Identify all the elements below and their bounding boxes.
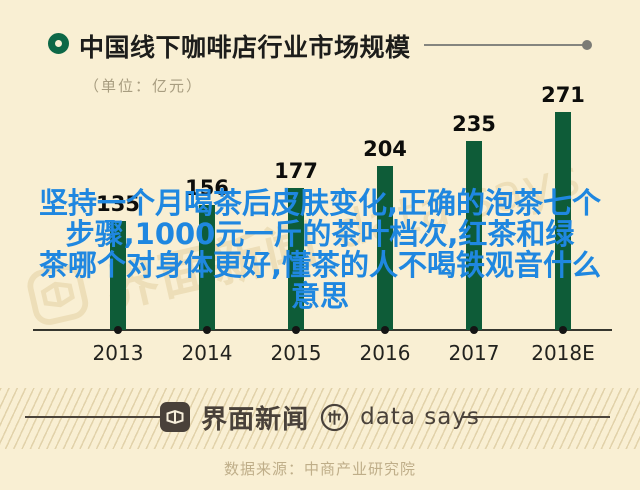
footer-left-rule: [25, 416, 175, 418]
axis-dot-icon: [292, 326, 300, 334]
jiemian-logo-icon: [160, 402, 191, 432]
overlay-line-2: 步骤,1000元一斤的茶叶档次,红茶和绿: [65, 217, 575, 251]
bar-value-label: 204: [363, 137, 407, 161]
bar-2014: [199, 205, 215, 330]
bar-value-label: 156: [185, 176, 229, 200]
page-title: 中国线下咖啡店行业市场规模: [79, 33, 411, 62]
unit-label: （单位：亿元）: [84, 77, 204, 95]
bar-value-label: 135: [96, 192, 140, 216]
data-source-text: 数据来源：中商产业研究院: [223, 460, 416, 478]
x-axis-tick-label: 2018E: [531, 341, 595, 365]
axis-dot-icon: [559, 326, 567, 334]
bar-2017: [466, 141, 482, 330]
axis-dot-icon: [381, 326, 389, 334]
bar-value-label: 177: [274, 159, 318, 183]
overlay-caption: 坚持一个月喝茶后皮肤变化,正确的泡茶七个 步骤,1000元一斤的茶叶档次,红茶和…: [0, 188, 640, 312]
data-says-logo-icon: [320, 403, 349, 432]
x-axis-tick-label: 2014: [181, 341, 233, 365]
overlay-line-1: 坚持一个月喝茶后皮肤变化,正确的泡茶七个: [38, 186, 602, 220]
axis-dot-icon: [114, 326, 122, 334]
title-rule-line: [424, 44, 584, 46]
title-bullet-icon: [48, 33, 69, 54]
bar-2016: [377, 166, 393, 330]
footer-right-rule: [462, 416, 610, 418]
x-axis-line: [33, 329, 612, 331]
bar-2015: [288, 188, 304, 330]
x-axis-tick-label: 2016: [359, 341, 411, 365]
bar-value-label: 235: [452, 112, 496, 136]
footer-brand-name: 界面新闻: [201, 404, 310, 435]
bar-2018E: [555, 112, 571, 330]
overlay-line-3: 茶哪个对身体更好,懂茶的人不喝铁观音什么: [38, 248, 602, 282]
bar-2013: [110, 221, 126, 330]
footer-brand-row: 界面新闻 data says: [0, 401, 640, 435]
x-axis-tick-label: 2013: [92, 341, 144, 365]
overlay-line-4: 意思: [290, 279, 349, 313]
x-axis-tick-label: 2017: [448, 341, 500, 365]
x-axis-tick-label: 2015: [270, 341, 322, 365]
axis-dot-icon: [203, 326, 211, 334]
title-rule-dot-icon: [582, 40, 592, 50]
bar-value-label: 271: [541, 83, 585, 107]
footer-brand-slogan: data says: [360, 404, 480, 430]
footer-stripe-band: [0, 388, 640, 449]
axis-dot-icon: [470, 326, 478, 334]
